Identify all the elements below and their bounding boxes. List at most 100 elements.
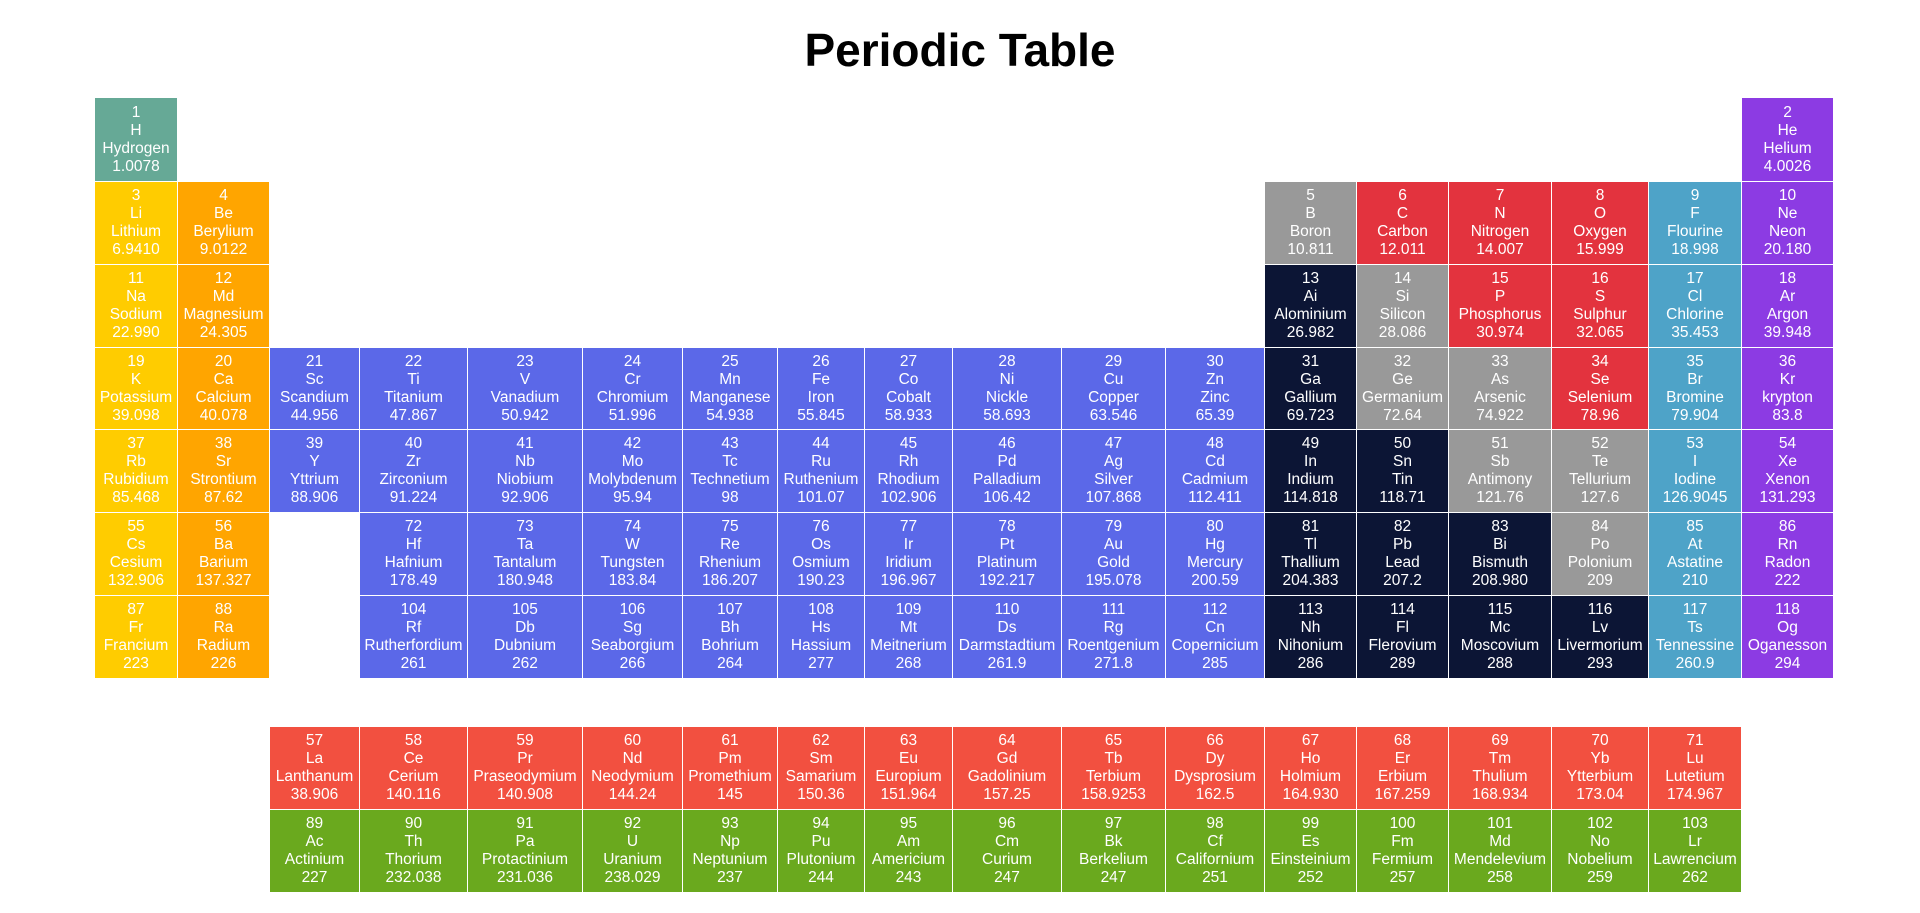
element-tile-terbium[interactable]: 65 Tb Terbium 158.9253: [1062, 727, 1165, 809]
element-tile-potassium[interactable]: 19 K Potassium 39.098: [95, 348, 177, 429]
element-tile-osmium[interactable]: 76 Os Osmium 190.23: [778, 513, 864, 595]
element-tile-lithium[interactable]: 3 Li Lithium 6.9410: [95, 182, 177, 264]
element-tile-ruthenium[interactable]: 44 Ru Ruthenium 101.07: [778, 430, 864, 512]
element-tile-zinc[interactable]: 30 Zn Zinc 65.39: [1166, 348, 1264, 429]
element-tile-thallium[interactable]: 81 Tl Thallium 204.383: [1265, 513, 1356, 595]
element-tile-palladium[interactable]: 46 Pd Palladium 106.42: [953, 430, 1061, 512]
element-tile-gadolinium[interactable]: 64 Gd Gadolinium 157.25: [953, 727, 1061, 809]
element-tile-iodine[interactable]: 53 I Iodine 126.9045: [1649, 430, 1741, 512]
element-tile-darmstadtium[interactable]: 110 Ds Darmstadtium 261.9: [953, 596, 1061, 678]
element-tile-rubidium[interactable]: 37 Rb Rubidium 85.468: [95, 430, 177, 512]
element-tile-magnesium[interactable]: 12 Md Magnesium 24.305: [178, 265, 269, 347]
element-tile-cesium[interactable]: 55 Cs Cesium 132.906: [95, 513, 177, 595]
element-tile-cerium[interactable]: 58 Ce Cerium 140.116: [360, 727, 467, 809]
element-tile-tin[interactable]: 50 Sn Tin 118.71: [1357, 430, 1448, 512]
element-tile-argon[interactable]: 18 Ar Argon 39.948: [1742, 265, 1833, 347]
element-tile-oganesson[interactable]: 118 Og Oganesson 294: [1742, 596, 1833, 678]
element-tile-lutetium[interactable]: 71 Lu Lutetium 174.967: [1649, 727, 1741, 809]
element-tile-mercury[interactable]: 80 Hg Mercury 200.59: [1166, 513, 1264, 595]
element-tile-selenium[interactable]: 34 Se Selenium 78.96: [1552, 348, 1648, 429]
element-tile-nitrogen[interactable]: 7 N Nitrogen 14.007: [1449, 182, 1551, 264]
element-tile-krypton[interactable]: 36 Kr krypton 83.8: [1742, 348, 1833, 429]
element-tile-titanium[interactable]: 22 Ti Titanium 47.867: [360, 348, 467, 429]
element-tile-radium[interactable]: 88 Ra Radium 226: [178, 596, 269, 678]
element-tile-bohrium[interactable]: 107 Bh Bohrium 264: [683, 596, 777, 678]
element-tile-yttrium[interactable]: 39 Y Yttrium 88.906: [270, 430, 359, 512]
element-tile-oxygen[interactable]: 8 O Oxygen 15.999: [1552, 182, 1648, 264]
element-tile-dubnium[interactable]: 105 Db Dubnium 262: [468, 596, 582, 678]
element-tile-copper[interactable]: 29 Cu Copper 63.546: [1062, 348, 1165, 429]
element-tile-hydrogen[interactable]: 1 H Hydrogen 1.0078: [95, 98, 177, 181]
element-tile-europium[interactable]: 63 Eu Europium 151.964: [865, 727, 952, 809]
element-tile-rutherfordium[interactable]: 104 Rf Rutherfordium 261: [360, 596, 467, 678]
element-tile-nihonium[interactable]: 113 Nh Nihonium 286: [1265, 596, 1356, 678]
element-tile-seaborgium[interactable]: 106 Sg Seaborgium 266: [583, 596, 682, 678]
element-tile-bromine[interactable]: 35 Br Bromine 79.904: [1649, 348, 1741, 429]
element-tile-actinium[interactable]: 89 Ac Actinium 227: [270, 810, 359, 892]
element-tile-molybdenum[interactable]: 42 Mo Molybdenum 95.94: [583, 430, 682, 512]
element-tile-barium[interactable]: 56 Ba Barium 137.327: [178, 513, 269, 595]
element-tile-dysprosium[interactable]: 66 Dy Dysprosium 162.5: [1166, 727, 1264, 809]
element-tile-erbium[interactable]: 68 Er Erbium 167.259: [1357, 727, 1448, 809]
element-tile-curium[interactable]: 96 Cm Curium 247: [953, 810, 1061, 892]
element-tile-calcium[interactable]: 20 Ca Calcium 40.078: [178, 348, 269, 429]
element-tile-helium[interactable]: 2 He Helium 4.0026: [1742, 98, 1833, 181]
element-tile-nobelium[interactable]: 102 No Nobelium 259: [1552, 810, 1648, 892]
element-tile-alominium[interactable]: 13 Ai Alominium 26.982: [1265, 265, 1356, 347]
element-tile-chlorine[interactable]: 17 Cl Chlorine 35.453: [1649, 265, 1741, 347]
element-tile-nickle[interactable]: 28 Ni Nickle 58.693: [953, 348, 1061, 429]
element-tile-silicon[interactable]: 14 Si Silicon 28.086: [1357, 265, 1448, 347]
element-tile-berylium[interactable]: 4 Be Berylium 9.0122: [178, 182, 269, 264]
element-tile-chromium[interactable]: 24 Cr Chromium 51.996: [583, 348, 682, 429]
element-tile-samarium[interactable]: 62 Sm Samarium 150.36: [778, 727, 864, 809]
element-tile-mendelevium[interactable]: 101 Md Mendelevium 258: [1449, 810, 1551, 892]
element-tile-lawrencium[interactable]: 103 Lr Lawrencium 262: [1649, 810, 1741, 892]
element-tile-tellurium[interactable]: 52 Te Tellurium 127.6: [1552, 430, 1648, 512]
element-tile-niobium[interactable]: 41 Nb Niobium 92.906: [468, 430, 582, 512]
element-tile-iridium[interactable]: 77 Ir Iridium 196.967: [865, 513, 952, 595]
element-tile-rhodium[interactable]: 45 Rh Rhodium 102.906: [865, 430, 952, 512]
element-tile-thorium[interactable]: 90 Th Thorium 232.038: [360, 810, 467, 892]
element-tile-zirconium[interactable]: 40 Zr Zirconium 91.224: [360, 430, 467, 512]
element-tile-berkelium[interactable]: 97 Bk Berkelium 247: [1062, 810, 1165, 892]
element-tile-plutonium[interactable]: 94 Pu Plutonium 244: [778, 810, 864, 892]
element-tile-technetium[interactable]: 43 Tc Technetium 98: [683, 430, 777, 512]
element-tile-neon[interactable]: 10 Ne Neon 20.180: [1742, 182, 1833, 264]
element-tile-uranium[interactable]: 92 U Uranium 238.029: [583, 810, 682, 892]
element-tile-hassium[interactable]: 108 Hs Hassium 277: [778, 596, 864, 678]
element-tile-polonium[interactable]: 84 Po Polonium 209: [1552, 513, 1648, 595]
element-tile-sodium[interactable]: 11 Na Sodium 22.990: [95, 265, 177, 347]
element-tile-tantalum[interactable]: 73 Ta Tantalum 180.948: [468, 513, 582, 595]
element-tile-phosphorus[interactable]: 15 P Phosphorus 30.974: [1449, 265, 1551, 347]
element-tile-californium[interactable]: 98 Cf Californium 251: [1166, 810, 1264, 892]
element-tile-lanthanum[interactable]: 57 La Lanthanum 38.906: [270, 727, 359, 809]
element-tile-einsteinium[interactable]: 99 Es Einsteinium 252: [1265, 810, 1356, 892]
element-tile-neptunium[interactable]: 93 Np Neptunium 237: [683, 810, 777, 892]
element-tile-cobalt[interactable]: 27 Co Cobalt 58.933: [865, 348, 952, 429]
element-tile-bismuth[interactable]: 83 Bi Bismuth 208.980: [1449, 513, 1551, 595]
element-tile-copernicium[interactable]: 112 Cn Copernicium 285: [1166, 596, 1264, 678]
element-tile-hafnium[interactable]: 72 Hf Hafnium 178.49: [360, 513, 467, 595]
element-tile-carbon[interactable]: 6 C Carbon 12.011: [1357, 182, 1448, 264]
element-tile-scandium[interactable]: 21 Sc Scandium 44.956: [270, 348, 359, 429]
element-tile-platinum[interactable]: 78 Pt Platinum 192.217: [953, 513, 1061, 595]
element-tile-xenon[interactable]: 54 Xe Xenon 131.293: [1742, 430, 1833, 512]
element-tile-flerovium[interactable]: 114 Fl Flerovium 289: [1357, 596, 1448, 678]
element-tile-rhenium[interactable]: 75 Re Rhenium 186.207: [683, 513, 777, 595]
element-tile-promethium[interactable]: 61 Pm Promethium 145: [683, 727, 777, 809]
element-tile-moscovium[interactable]: 115 Mc Moscovium 288: [1449, 596, 1551, 678]
element-tile-tennessine[interactable]: 117 Ts Tennessine 260.9: [1649, 596, 1741, 678]
element-tile-radon[interactable]: 86 Rn Radon 222: [1742, 513, 1833, 595]
element-tile-fermium[interactable]: 100 Fm Fermium 257: [1357, 810, 1448, 892]
element-tile-arsenic[interactable]: 33 As Arsenic 74.922: [1449, 348, 1551, 429]
element-tile-iron[interactable]: 26 Fe Iron 55.845: [778, 348, 864, 429]
element-tile-flourine[interactable]: 9 F Flourine 18.998: [1649, 182, 1741, 264]
element-tile-astatine[interactable]: 85 At Astatine 210: [1649, 513, 1741, 595]
element-tile-protactinium[interactable]: 91 Pa Protactinium 231.036: [468, 810, 582, 892]
element-tile-gold[interactable]: 79 Au Gold 195.078: [1062, 513, 1165, 595]
element-tile-cadmium[interactable]: 48 Cd Cadmium 112.411: [1166, 430, 1264, 512]
element-tile-antimony[interactable]: 51 Sb Antimony 121.76: [1449, 430, 1551, 512]
element-tile-silver[interactable]: 47 Ag Silver 107.868: [1062, 430, 1165, 512]
element-tile-vanadium[interactable]: 23 V Vanadium 50.942: [468, 348, 582, 429]
element-tile-livermorium[interactable]: 116 Lv Livermorium 293: [1552, 596, 1648, 678]
